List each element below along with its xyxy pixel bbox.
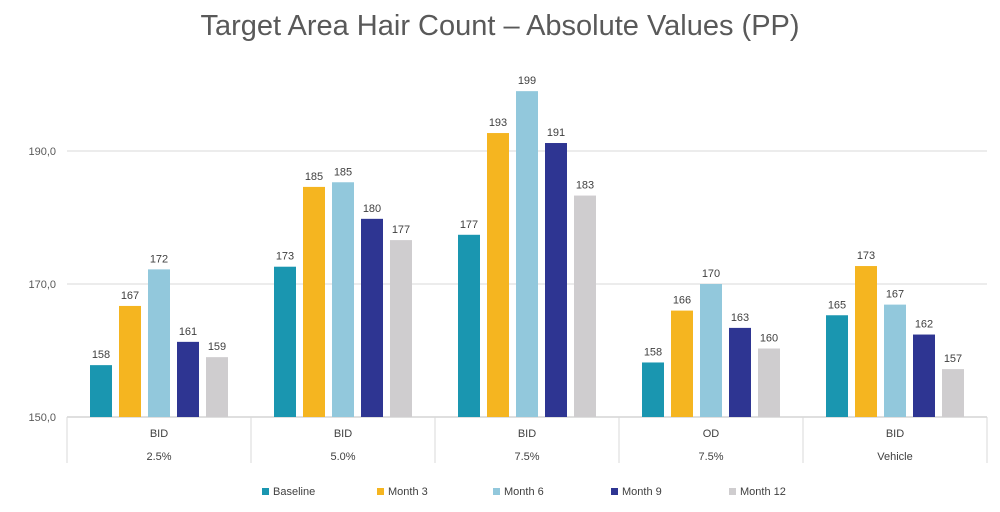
x-category-label: OD	[703, 428, 720, 440]
data-label: 167	[886, 289, 904, 301]
bar	[390, 240, 412, 417]
legend-swatch	[262, 488, 269, 495]
data-label: 161	[179, 326, 197, 338]
data-label: 167	[121, 290, 139, 302]
data-label: 185	[334, 166, 352, 178]
bar	[177, 341, 199, 417]
bar	[826, 315, 848, 417]
bar	[516, 91, 538, 418]
data-label: 180	[363, 203, 381, 215]
legend-label: Month 3	[388, 486, 428, 498]
data-label: 199	[518, 75, 536, 87]
bar	[361, 218, 383, 417]
bar	[303, 186, 325, 417]
legend-swatch	[377, 488, 384, 495]
bar	[642, 362, 664, 417]
bar	[487, 133, 509, 418]
bar	[545, 143, 567, 417]
legend-label: Month 6	[504, 486, 544, 498]
data-label: 185	[305, 171, 323, 183]
data-label: 177	[392, 224, 410, 236]
bar	[119, 305, 141, 417]
data-label: 173	[276, 251, 294, 263]
chart-title: Target Area Hair Count – Absolute Values…	[200, 10, 800, 42]
x-category-label: BID	[886, 428, 904, 440]
data-label: 166	[673, 295, 691, 307]
bar	[913, 334, 935, 417]
legend-label: Month 12	[740, 486, 786, 498]
legend-swatch	[493, 488, 500, 495]
bar	[758, 348, 780, 417]
bar	[206, 357, 228, 417]
data-label: 158	[644, 346, 662, 358]
bar	[700, 284, 722, 417]
bar	[729, 327, 751, 417]
data-label: 177	[460, 219, 478, 231]
x-category-sublabel: 5.0%	[330, 451, 355, 463]
data-label: 162	[915, 319, 933, 331]
data-label: 165	[828, 299, 846, 311]
x-category-sublabel: Vehicle	[877, 451, 912, 463]
data-label: 157	[944, 353, 962, 365]
bar	[942, 369, 964, 417]
bar	[332, 182, 354, 417]
bar	[274, 266, 296, 417]
data-label: 193	[489, 117, 507, 129]
data-label: 172	[150, 253, 168, 265]
data-label: 160	[760, 333, 778, 345]
data-label: 173	[857, 250, 875, 262]
legend-swatch	[611, 488, 618, 495]
bar	[855, 266, 877, 417]
data-label: 170	[702, 268, 720, 280]
x-category-label: BID	[518, 428, 536, 440]
bar	[90, 365, 112, 417]
y-tick-label: 190,0	[28, 146, 56, 158]
bar	[671, 310, 693, 417]
data-label: 158	[92, 349, 110, 361]
y-tick-label: 170,0	[28, 279, 56, 291]
data-label: 191	[547, 127, 565, 139]
x-category-sublabel: 7.5%	[514, 451, 539, 463]
x-category-sublabel: 2.5%	[146, 451, 171, 463]
data-label: 183	[576, 180, 594, 192]
legend-label: Baseline	[273, 486, 315, 498]
legend-swatch	[729, 488, 736, 495]
bar	[884, 304, 906, 417]
data-label: 163	[731, 312, 749, 324]
bar	[148, 269, 170, 417]
data-label: 159	[208, 341, 226, 353]
y-tick-label: 150,0	[28, 412, 56, 424]
legend-label: Month 9	[622, 486, 662, 498]
bar	[458, 234, 480, 417]
x-category-sublabel: 7.5%	[698, 451, 723, 463]
x-category-label: BID	[150, 428, 168, 440]
bar	[574, 195, 596, 417]
x-category-label: BID	[334, 428, 352, 440]
